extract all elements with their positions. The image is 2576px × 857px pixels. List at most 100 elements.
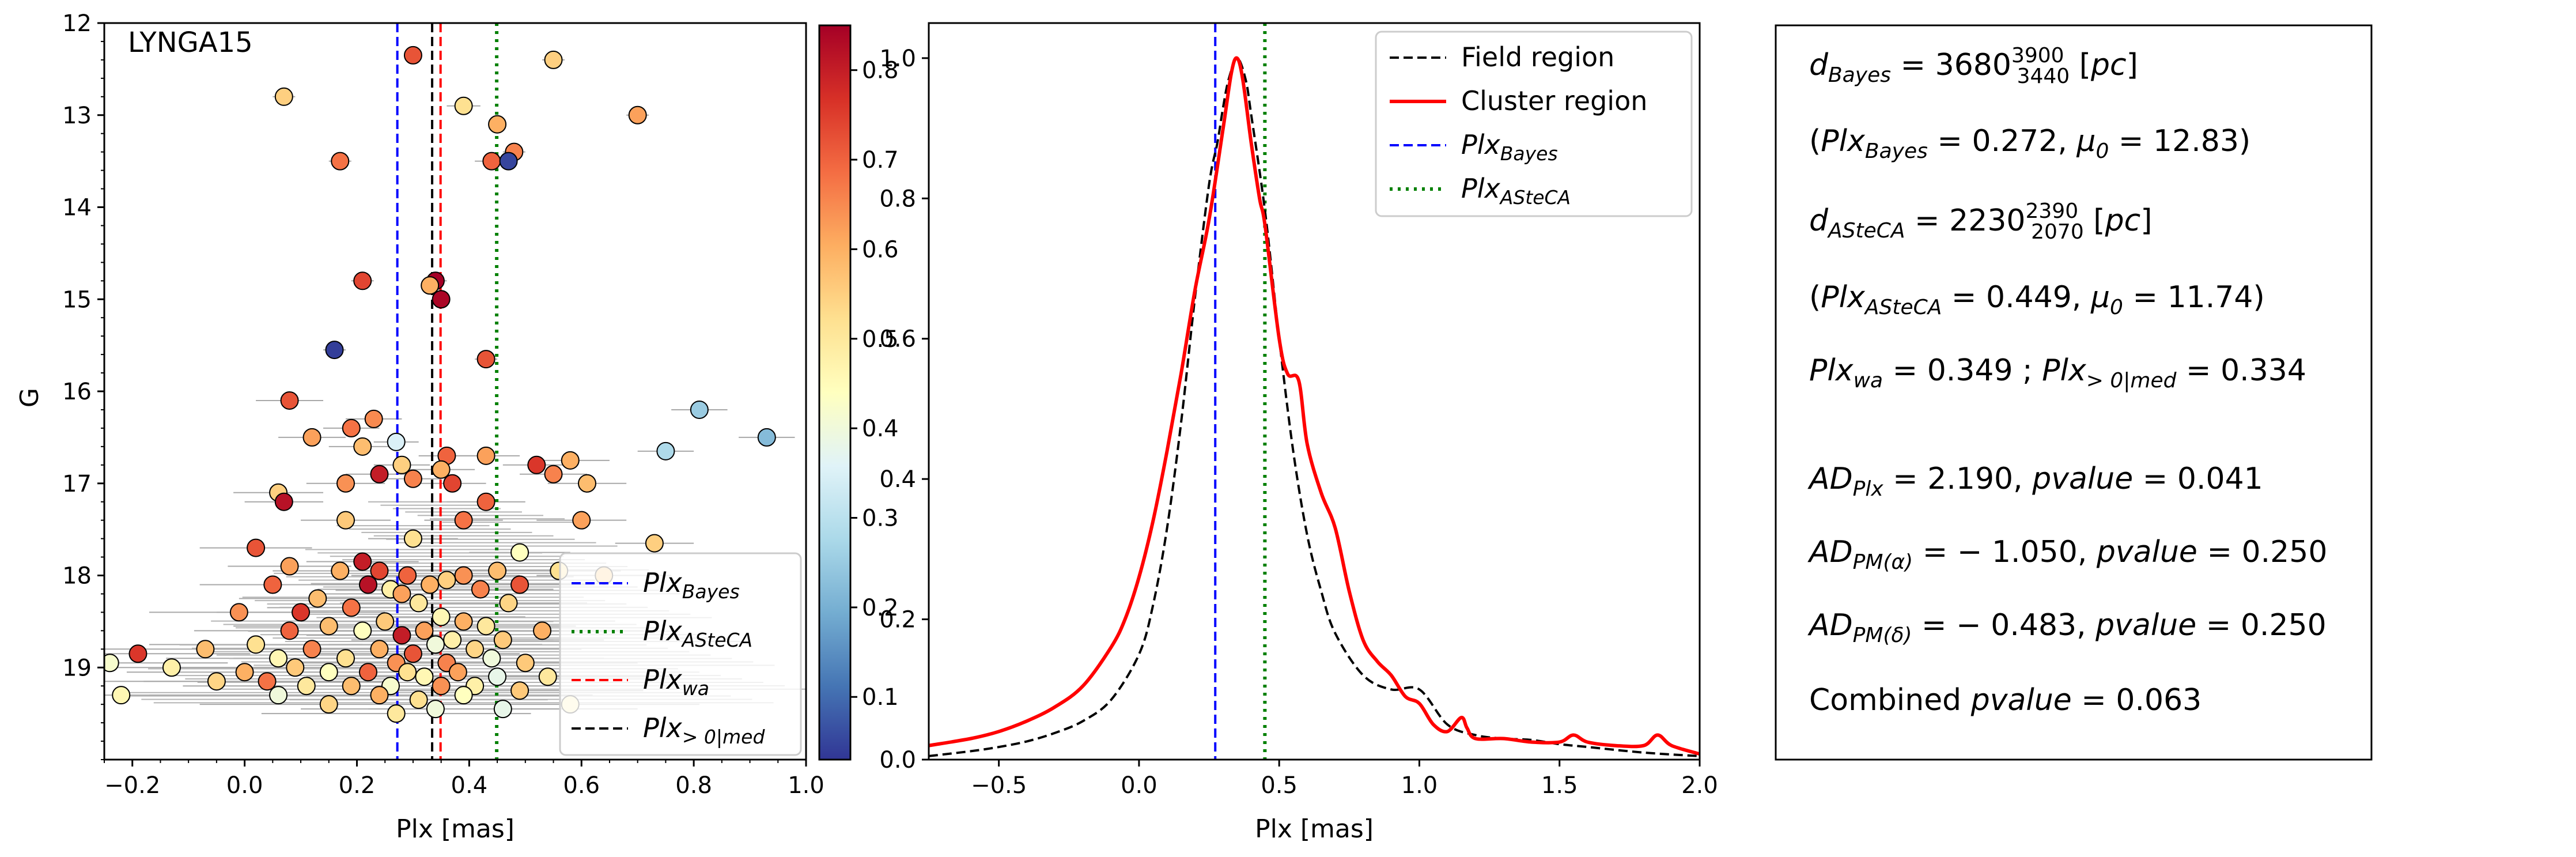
scatter-point: [331, 152, 350, 171]
scatter-point: [247, 635, 266, 654]
scatter-point: [269, 686, 288, 705]
info-box-frame: [1775, 24, 2373, 761]
middle-axes-frame: [928, 22, 1701, 761]
scatter-point: [247, 538, 266, 557]
info-line: ADPM(α) = − 1.050, pvalue = 0.250: [1807, 535, 2327, 574]
scatter-point: [319, 617, 338, 636]
scatter-point: [628, 105, 647, 124]
scatter-point: [476, 446, 495, 465]
scatter-point: [443, 631, 462, 650]
legend-label: Plx> 0|med: [643, 712, 765, 748]
x-tick-label: 2.0: [1681, 772, 1718, 799]
info-line: ADPM(δ) = − 0.483, pvalue = 0.250: [1807, 608, 2327, 647]
scatter-point: [645, 534, 664, 553]
y-tick-label: 14: [62, 195, 92, 221]
info-line: dBayes = 36803900 3440 [pc]: [1809, 44, 2138, 88]
scatter-point: [342, 677, 361, 696]
x-tick-label: 0.0: [226, 772, 263, 799]
scatter-point: [370, 686, 389, 705]
scatter-point: [336, 511, 355, 530]
scatter-point: [510, 575, 529, 594]
scatter-point: [577, 474, 596, 493]
scatter-point: [415, 667, 434, 686]
scatter-point: [544, 465, 563, 484]
scatter-point: [454, 566, 473, 585]
curve-cluster-region: [929, 56, 1700, 756]
colorbar-tick-label: 0.5: [862, 326, 899, 353]
scatter-point: [229, 603, 248, 622]
scatter-point: [370, 561, 389, 580]
scatter-point: [353, 271, 372, 290]
colorbar: 0.1 0.2 0.3 0.4 0.5 0.6 0.7 0.8: [818, 24, 899, 761]
y-tick-label: 0.4: [879, 466, 916, 493]
scatter-point: [336, 474, 355, 493]
x-tick-label: 0.2: [339, 772, 376, 799]
middle-x-label: Plx [mas]: [1255, 814, 1374, 844]
left-title: LYNGA15: [128, 27, 253, 59]
scatter-point: [421, 575, 440, 594]
scatter-point: [437, 571, 456, 590]
scatter-point: [342, 418, 361, 437]
scatter-point: [443, 474, 462, 493]
scatter-point: [358, 663, 377, 682]
scatter-point: [398, 663, 417, 682]
scatter-point: [432, 460, 451, 479]
scatter-point: [454, 96, 473, 115]
left-x-label: Plx [mas]: [396, 814, 515, 844]
y-tick-label: 0.6: [879, 326, 916, 353]
scatter-point: [493, 700, 512, 719]
colorbar-gradient: [818, 24, 852, 761]
scatter-point: [353, 552, 372, 571]
y-tick-label: 18: [62, 563, 92, 590]
scatter-point: [196, 640, 215, 659]
y-tick-label: 17: [62, 471, 92, 497]
scatter-point: [387, 432, 406, 451]
scatter-point: [476, 350, 495, 369]
middle-density-panel: −0.5 0.0 0.5 1.0 1.5 2.0 0.0 0.2 0.4 0.6 0.8 1.0 P…: [879, 22, 1718, 844]
info-line: (PlxBayes = 0.272, μ0 = 12.83): [1809, 124, 2250, 163]
scatter-point: [466, 640, 485, 659]
scatter-point: [308, 589, 327, 608]
legend-label: PlxASteCA: [1461, 173, 1571, 209]
scatter-point: [426, 635, 445, 654]
scatter-point: [370, 465, 389, 484]
scatter-point: [280, 557, 299, 576]
scatter-point: [376, 612, 395, 631]
scatter-point: [454, 612, 473, 631]
scatter-point: [274, 87, 293, 106]
scatter-point: [533, 621, 552, 640]
y-tick-label: 16: [62, 379, 92, 405]
scatter-point: [403, 46, 422, 65]
scatter-point: [280, 391, 299, 410]
legend-label: Plxwa: [643, 664, 709, 700]
colorbar-tick-label: 0.7: [862, 147, 899, 173]
x-tick-label: 0.8: [675, 772, 712, 799]
middle-y-ticks: 0.0 0.2 0.4 0.6 0.8 1.0: [879, 46, 929, 773]
scatter-point: [286, 658, 305, 677]
x-tick-label: 1.0: [788, 772, 824, 799]
scatter-point: [358, 575, 377, 594]
scatter-point: [207, 672, 226, 691]
legend-label: PlxASteCA: [643, 616, 752, 651]
y-tick-label: 12: [62, 10, 92, 37]
scatter-point: [342, 598, 361, 617]
scatter-point: [476, 617, 495, 636]
left-y-ticks: 12 13 14 15 16 17 18 19: [62, 10, 104, 760]
scatter-point: [572, 511, 591, 530]
info-line: ADPlx = 2.190, pvalue = 0.041: [1807, 462, 2263, 501]
info-line: Plxwa = 0.349 ; Plx> 0|med = 0.334: [1809, 353, 2306, 392]
scatter-point: [319, 663, 338, 682]
scatter-point: [353, 621, 372, 640]
scatter-point: [263, 575, 282, 594]
scatter-point: [499, 594, 518, 613]
y-tick-label: 13: [62, 103, 92, 129]
scatter-points: [104, 46, 776, 723]
scatter-point: [544, 50, 563, 69]
scatter-point: [336, 649, 355, 668]
scatter-point: [499, 152, 518, 171]
x-tick-label: 0.6: [563, 772, 600, 799]
scatter-point: [409, 594, 428, 613]
scatter-point: [392, 455, 411, 474]
y-tick-label: 19: [62, 655, 92, 681]
scatter-point: [409, 690, 428, 709]
